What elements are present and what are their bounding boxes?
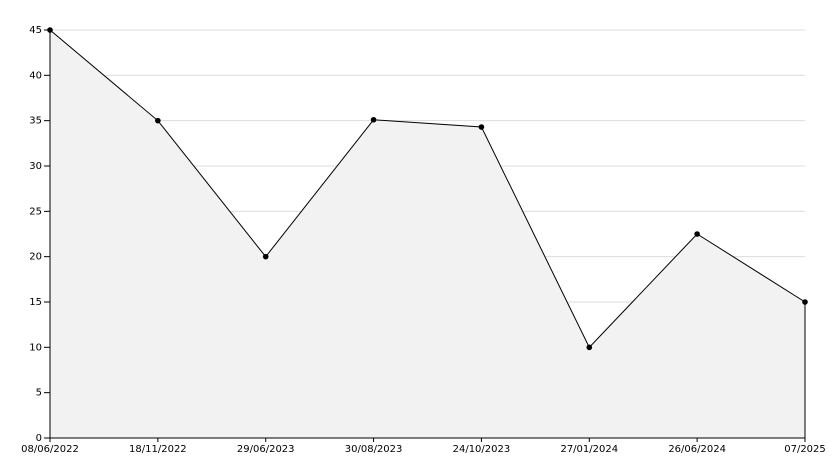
y-tick-label: 20 <box>29 252 42 263</box>
x-tick-label: 08/06/2022 <box>21 444 79 455</box>
y-tick-label: 45 <box>29 25 42 36</box>
point <box>262 253 269 260</box>
point <box>478 124 485 130</box>
x-tick-label: 07/2025 <box>784 444 826 455</box>
point <box>802 299 808 305</box>
point <box>155 117 161 124</box>
y-tick-label: 35 <box>29 116 42 127</box>
y-tick-label: 0 <box>36 433 42 444</box>
y-tick-label: 15 <box>29 297 42 308</box>
x-tick-label: 30/08/2023 <box>345 444 403 455</box>
y-tick-label: 5 <box>36 388 42 399</box>
area <box>50 30 805 438</box>
x-tick-label: 29/06/2023 <box>237 444 295 455</box>
y-tick-label: 30 <box>29 161 42 172</box>
x-tick-label: 26/06/2024 <box>668 444 726 455</box>
y-tick-label: 10 <box>29 342 42 353</box>
point <box>47 27 53 33</box>
point <box>694 231 700 237</box>
y-tick-label: 25 <box>29 206 42 217</box>
x-tick-label: 27/01/2024 <box>560 444 618 455</box>
x-tick-label: 18/11/2022 <box>129 444 187 455</box>
y-tick-label: 40 <box>29 70 42 81</box>
point <box>370 116 377 123</box>
point <box>586 344 593 351</box>
x-tick-label: 24/10/2023 <box>453 444 511 455</box>
line <box>49 29 806 349</box>
